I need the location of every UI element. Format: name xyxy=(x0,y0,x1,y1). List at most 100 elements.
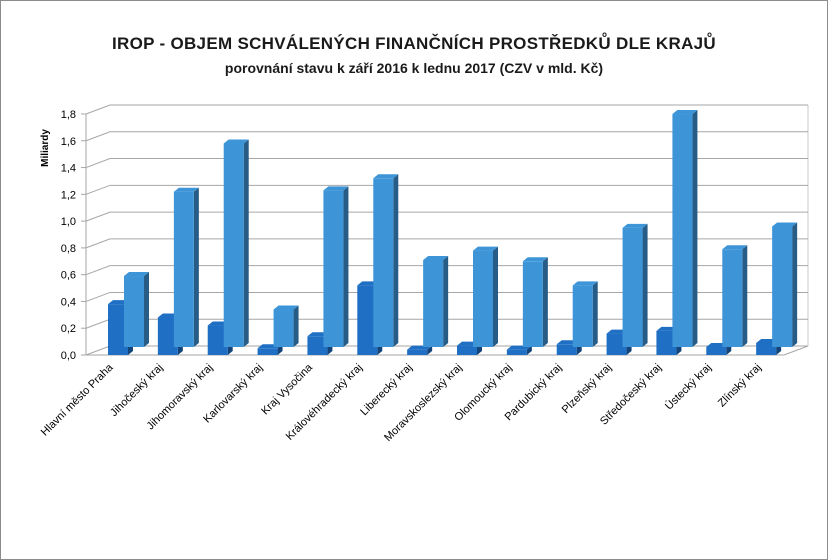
bars xyxy=(108,110,798,355)
bar-side xyxy=(542,257,548,347)
y-tick-label: 0,0 xyxy=(61,350,76,362)
bar-side xyxy=(144,272,149,347)
bar xyxy=(722,245,748,347)
bar-side xyxy=(642,223,648,347)
bar-front xyxy=(257,348,278,355)
bar-side xyxy=(592,281,598,347)
y-tick-label: 1,2 xyxy=(61,189,76,201)
gridline xyxy=(85,211,808,222)
bar xyxy=(772,222,798,347)
bar-top xyxy=(522,257,548,262)
y-axis-label: Miliardy xyxy=(40,129,51,167)
bar xyxy=(672,110,698,348)
bar-side xyxy=(526,345,532,355)
bar-front xyxy=(606,333,627,355)
y-tick-label: 1,6 xyxy=(61,136,76,148)
bar-front xyxy=(423,259,444,347)
bar-front xyxy=(357,285,378,355)
bar-top xyxy=(124,272,149,277)
chart-title: IROP - OBJEM SCHVÁLENÝCH FINANČNÍCH PROS… xyxy=(112,34,716,53)
bar xyxy=(273,305,299,347)
bar-front xyxy=(722,249,743,347)
bar xyxy=(173,187,199,347)
bar-front xyxy=(772,226,793,347)
bar-side xyxy=(792,222,798,347)
bar-front xyxy=(622,227,643,347)
bar xyxy=(407,345,433,355)
bar-front xyxy=(157,317,178,355)
x-tick-label: Liberecký kraj xyxy=(358,362,414,418)
bar-front xyxy=(556,344,577,355)
bar-front xyxy=(672,114,693,348)
gridline xyxy=(85,238,808,249)
bar xyxy=(522,257,548,347)
bar-top xyxy=(772,222,798,227)
bar xyxy=(423,255,449,347)
y-tick-label: 0,6 xyxy=(61,270,76,282)
x-tick-label: Hlavní město Praha xyxy=(39,361,116,438)
bar-side xyxy=(343,186,349,347)
y-axis-ticks: 0,0 0,2 0,4 0,6 0,8 1,0 1,2 1,4 1,6 1,8 xyxy=(61,109,86,362)
bar-top xyxy=(722,245,748,250)
bar-side xyxy=(243,139,249,347)
gridline xyxy=(85,104,808,115)
bar-front xyxy=(706,346,727,355)
x-tick-label: Kraj Vysočina xyxy=(259,361,315,417)
bar-top xyxy=(273,305,299,310)
bar-front xyxy=(323,190,344,347)
bar-front xyxy=(273,309,294,347)
bar-front xyxy=(207,325,228,355)
bar-front xyxy=(223,143,244,347)
gridline xyxy=(85,184,808,195)
y-tick-label: 0,4 xyxy=(61,296,76,308)
bar xyxy=(323,186,349,347)
bar-front xyxy=(506,349,527,355)
bar-top xyxy=(672,110,698,115)
y-tick-label: 0,2 xyxy=(61,323,76,335)
bar-front xyxy=(572,285,593,347)
bar xyxy=(223,139,249,347)
bar xyxy=(572,281,598,347)
y-tick-label: 1,4 xyxy=(61,163,76,175)
bar-top xyxy=(223,139,249,144)
gridline xyxy=(85,131,808,142)
bar xyxy=(506,345,532,355)
bar-side xyxy=(742,245,748,347)
bar-top xyxy=(622,223,648,228)
bar-top xyxy=(173,187,199,192)
bar-front xyxy=(307,336,328,355)
bar-top xyxy=(423,255,449,260)
chart-subtitle: porovnání stavu k září 2016 k lednu 2017… xyxy=(224,60,604,76)
bar-side xyxy=(393,174,399,347)
bar-side xyxy=(193,187,199,347)
gridline xyxy=(85,265,808,276)
bar-front xyxy=(173,191,194,347)
bar-top xyxy=(373,174,399,179)
bar-side xyxy=(427,345,433,355)
gridline xyxy=(85,158,808,169)
bar-front xyxy=(407,349,428,355)
bar-front xyxy=(124,276,144,347)
bar-front xyxy=(756,342,777,355)
bar-front xyxy=(656,330,677,355)
y-tick-label: 1,8 xyxy=(61,109,76,121)
bar-side xyxy=(493,246,498,347)
bar xyxy=(373,174,399,347)
bar xyxy=(473,246,498,347)
bar-top xyxy=(572,281,598,286)
x-tick-label: Plzeňský kraj xyxy=(560,362,614,416)
bar-side xyxy=(293,305,299,347)
y-tick-label: 1,0 xyxy=(61,216,76,228)
bar-top xyxy=(473,246,498,251)
bar-side xyxy=(692,110,698,348)
bar-front xyxy=(522,261,543,347)
y-tick-label: 0,8 xyxy=(61,243,76,255)
bar-top xyxy=(323,186,349,191)
bar-front xyxy=(457,345,477,355)
bar-front xyxy=(373,178,394,347)
bar-front xyxy=(108,304,128,355)
plot-floor xyxy=(85,345,809,356)
x-tick-label: Ústecký kraj xyxy=(662,361,714,413)
